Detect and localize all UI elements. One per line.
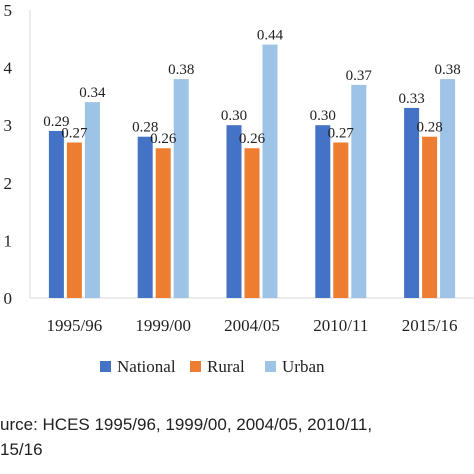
data-label: 0.30 bbox=[221, 108, 247, 124]
legend-label-national: National bbox=[117, 357, 176, 376]
bar-national bbox=[137, 136, 153, 298]
y-tick-label: 2 bbox=[4, 174, 13, 193]
x-tick-label: 1999/00 bbox=[135, 316, 191, 335]
bar-rural bbox=[422, 136, 438, 298]
bar-urban bbox=[351, 84, 367, 298]
data-label: 0.29 bbox=[43, 114, 69, 130]
bar-rural bbox=[66, 142, 82, 298]
legend-label-urban: Urban bbox=[282, 357, 325, 376]
legend-swatch-urban bbox=[265, 361, 276, 372]
bar-rural bbox=[244, 148, 260, 298]
y-axis: 0 1 2 3 4 5 bbox=[4, 1, 13, 308]
data-label: 0.27 bbox=[61, 125, 88, 141]
data-label: 0.28 bbox=[132, 120, 158, 136]
x-tick-label: 2004/05 bbox=[224, 316, 280, 335]
data-label: 0.44 bbox=[257, 28, 284, 44]
legend-swatch-national bbox=[100, 361, 111, 372]
bar-national bbox=[48, 130, 64, 298]
data-label: 0.38 bbox=[434, 62, 460, 78]
bar-national bbox=[404, 107, 420, 298]
data-label: 0.26 bbox=[239, 131, 266, 147]
x-tick-label: 2010/11 bbox=[313, 316, 368, 335]
data-labels-group: 0.290.270.340.280.260.380.300.260.440.30… bbox=[43, 28, 460, 148]
bar-rural bbox=[155, 148, 171, 298]
data-label: 0.38 bbox=[168, 62, 194, 78]
bar-rural bbox=[333, 142, 349, 298]
legend-label-rural: Rural bbox=[207, 357, 245, 376]
x-tick-label: 1995/96 bbox=[47, 316, 103, 335]
data-label: 0.37 bbox=[346, 68, 373, 84]
data-label: 0.30 bbox=[310, 108, 336, 124]
data-label: 0.33 bbox=[398, 91, 424, 107]
y-tick-label: 1 bbox=[4, 231, 13, 250]
x-axis: 1995/96 1999/00 2004/05 2010/11 2015/16 bbox=[47, 316, 458, 335]
legend: National Rural Urban bbox=[100, 357, 325, 376]
y-tick-label: 4 bbox=[4, 59, 13, 78]
bar-urban bbox=[173, 79, 189, 299]
bar-urban bbox=[440, 79, 456, 299]
source-note: urce: HCES 1995/96, 1999/00, 2004/05, 20… bbox=[0, 415, 373, 459]
y-tick-label: 3 bbox=[4, 116, 13, 135]
y-tick-label: 5 bbox=[4, 1, 13, 20]
data-label: 0.34 bbox=[79, 85, 106, 101]
y-tick-label: 0 bbox=[4, 289, 13, 308]
x-tick-label: 2015/16 bbox=[402, 316, 458, 335]
bar-national bbox=[226, 125, 242, 298]
data-label: 0.28 bbox=[416, 120, 442, 136]
bar-urban bbox=[84, 102, 100, 298]
bar-urban bbox=[262, 44, 278, 299]
bars-group bbox=[48, 44, 456, 299]
legend-swatch-rural bbox=[190, 361, 201, 372]
data-label: 0.26 bbox=[150, 131, 177, 147]
bar-national bbox=[315, 125, 331, 298]
data-label: 0.27 bbox=[328, 125, 355, 141]
